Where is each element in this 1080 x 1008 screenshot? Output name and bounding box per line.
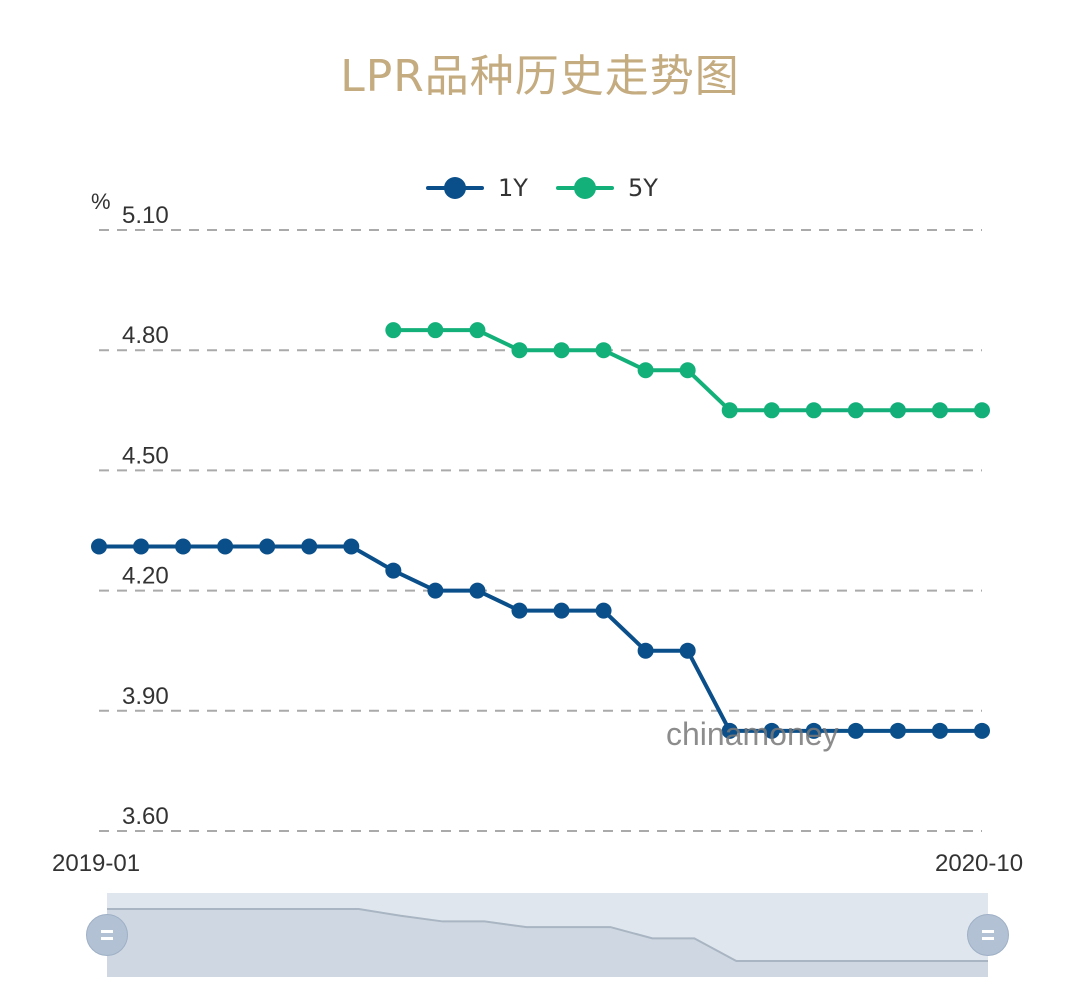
- watermark: chinamoney: [666, 716, 839, 752]
- data-point-5y[interactable]: [679, 362, 696, 379]
- legend-label-1y: 1Y: [498, 174, 528, 202]
- data-point-1y[interactable]: [637, 642, 654, 659]
- data-point-1y[interactable]: [301, 538, 318, 555]
- data-point-5y[interactable]: [385, 322, 402, 339]
- data-point-1y[interactable]: [805, 722, 822, 739]
- zoom-handle-left[interactable]: [86, 914, 128, 956]
- legend-swatch-1y: [426, 177, 484, 199]
- zoom-preview-line: [107, 908, 988, 962]
- legend: 1Y 5Y: [0, 168, 1080, 208]
- data-point-1y[interactable]: [385, 562, 402, 579]
- gridlines: [99, 229, 982, 832]
- data-point-1y[interactable]: [847, 722, 864, 739]
- x-end-label: 2020-10: [935, 850, 1024, 877]
- data-point-5y[interactable]: [974, 402, 990, 419]
- y-tick-label: 5.10: [122, 202, 169, 229]
- data-point-1y[interactable]: [343, 538, 360, 555]
- y-tick-label: 4.80: [122, 322, 169, 349]
- data-point-5y[interactable]: [721, 402, 738, 419]
- zoom-handle-right[interactable]: [967, 914, 1009, 956]
- data-point-5y[interactable]: [553, 342, 570, 359]
- data-point-5y[interactable]: [595, 342, 612, 359]
- data-point-5y[interactable]: [637, 362, 654, 379]
- data-point-5y[interactable]: [469, 322, 486, 339]
- legend-item-1y[interactable]: 1Y: [426, 168, 528, 208]
- legend-label-5y: 5Y: [628, 174, 658, 202]
- y-axis-ticks: 5.10 4.80 4.50 4.20 3.90 3.60: [122, 202, 169, 830]
- data-point-1y[interactable]: [511, 602, 528, 619]
- y-tick-label: 4.50: [122, 442, 169, 469]
- chart-title: LPR品种历史走势图: [340, 51, 740, 102]
- data-point-1y[interactable]: [931, 722, 948, 739]
- data-point-5y[interactable]: [427, 322, 444, 339]
- data-point-5y[interactable]: [763, 402, 780, 419]
- data-point-1y[interactable]: [721, 722, 738, 739]
- data-point-1y[interactable]: [259, 538, 276, 555]
- data-point-1y[interactable]: [175, 538, 192, 555]
- data-point-5y[interactable]: [847, 402, 864, 419]
- data-point-1y[interactable]: [679, 642, 696, 659]
- data-point-1y[interactable]: [427, 582, 444, 599]
- y-tick-label: 3.60: [122, 803, 169, 830]
- series-lines: [91, 322, 990, 739]
- data-point-5y[interactable]: [889, 402, 906, 419]
- data-point-1y[interactable]: [889, 722, 906, 739]
- data-point-1y[interactable]: [595, 602, 612, 619]
- data-point-1y[interactable]: [91, 538, 107, 555]
- data-zoom-slider[interactable]: [107, 893, 988, 977]
- data-point-1y[interactable]: [974, 722, 990, 739]
- zoom-preview: [107, 908, 988, 977]
- y-tick-label: 3.90: [122, 683, 169, 710]
- x-start-label: 2019-01: [52, 850, 141, 877]
- zoom-preview-area: [107, 909, 988, 977]
- data-point-1y[interactable]: [217, 538, 234, 555]
- legend-swatch-5y: [556, 177, 614, 199]
- data-point-5y[interactable]: [511, 342, 528, 359]
- y-unit-label: %: [91, 189, 111, 214]
- data-point-1y[interactable]: [763, 722, 780, 739]
- data-point-1y[interactable]: [553, 602, 570, 619]
- data-point-1y[interactable]: [133, 538, 150, 555]
- y-tick-label: 4.20: [122, 563, 169, 590]
- legend-item-5y[interactable]: 5Y: [556, 168, 658, 208]
- data-point-5y[interactable]: [805, 402, 822, 419]
- data-point-1y[interactable]: [469, 582, 486, 599]
- data-point-5y[interactable]: [931, 402, 948, 419]
- series-line-1y: [99, 544, 982, 733]
